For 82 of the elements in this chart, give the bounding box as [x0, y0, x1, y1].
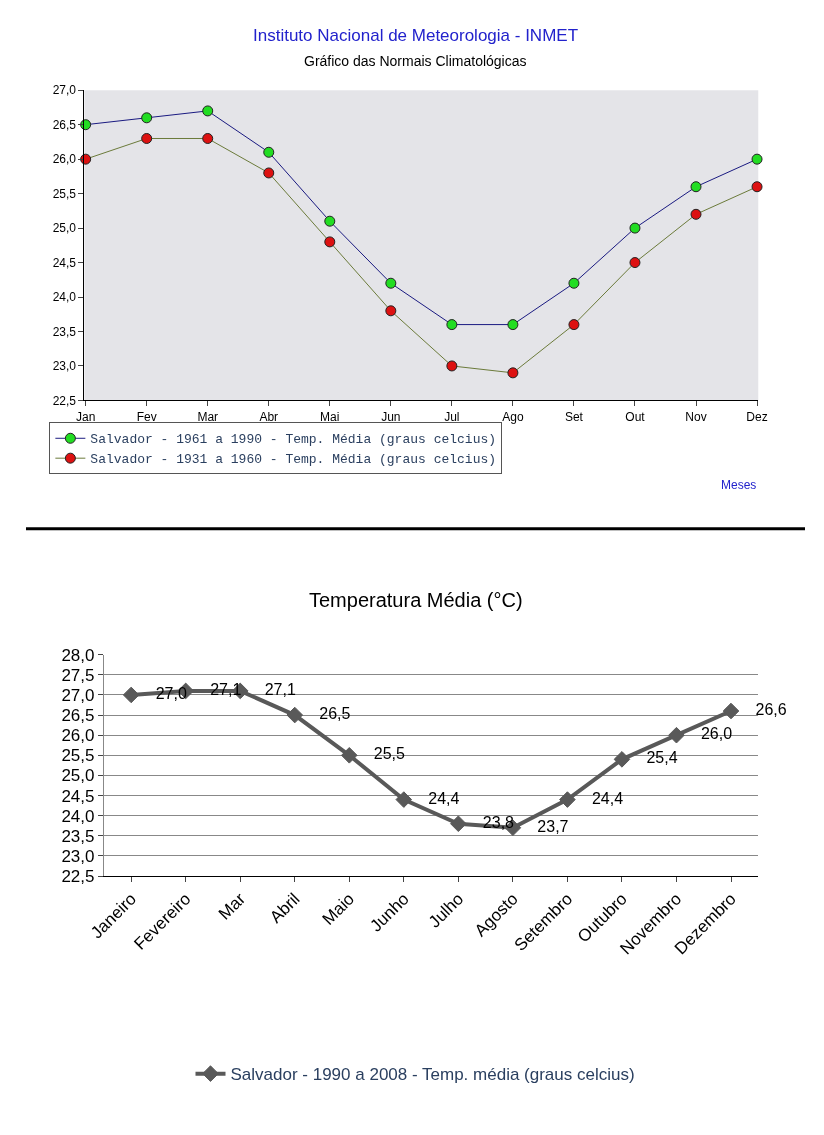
- point: [263, 146, 275, 158]
- point: [668, 726, 685, 744]
- y-tick-label: 24,0: [61, 806, 95, 826]
- data-label: 26,0: [684, 725, 733, 743]
- legend-label: Salvador - 1931 a 1960 - Temp. Média (graus celcius): [90, 452, 497, 468]
- point: [559, 791, 576, 808]
- y-tick-label: 24,0: [52, 290, 77, 305]
- point: [324, 215, 336, 227]
- chart-subtitle: Gráfico das Normais Climatológicas: [304, 53, 527, 69]
- point: [202, 105, 214, 117]
- point: [690, 208, 702, 220]
- point: [722, 702, 740, 720]
- y-tick-label: 24,5: [52, 255, 77, 270]
- point: [446, 319, 458, 331]
- point: [629, 257, 641, 269]
- data-label: 26,6: [739, 701, 787, 719]
- x-tick-label: Mar: [214, 889, 250, 924]
- y-tick-label: 23,0: [61, 846, 95, 866]
- point: [613, 751, 631, 768]
- point: [568, 277, 580, 289]
- x-tick-label: Abr: [259, 409, 279, 424]
- data-label: 25,4: [630, 749, 678, 767]
- x-tick-label: Mar: [197, 409, 219, 424]
- point: [751, 181, 763, 193]
- x-tick-label: Out: [625, 409, 646, 424]
- y-tick-label: 28,0: [61, 645, 95, 665]
- point: [286, 706, 304, 724]
- point: [446, 360, 458, 372]
- y-tick-label: 26,0: [61, 726, 95, 746]
- chart-title: Instituto Nacional de Meteorologia - INMET: [253, 26, 579, 45]
- point: [141, 132, 153, 144]
- point: [202, 132, 214, 144]
- point: [629, 222, 641, 234]
- x-tick-label: Dez: [746, 409, 768, 424]
- x-tick-label: Mai: [320, 409, 340, 424]
- point: [690, 181, 702, 193]
- data-label: 24,4: [575, 789, 624, 807]
- x-tick-label: Jan: [75, 409, 96, 424]
- x-tick-label: Ago: [502, 409, 524, 424]
- y-tick-label: 24,5: [61, 786, 95, 806]
- x-axis-title: Meses: [721, 478, 757, 492]
- data-label: 27,1: [248, 680, 296, 698]
- x-tick-label: Jun: [381, 409, 401, 424]
- y-tick-label: 23,0: [52, 359, 77, 374]
- y-tick-label: 25,5: [52, 186, 77, 201]
- point: [568, 319, 580, 331]
- point: [507, 367, 519, 379]
- x-tick-label: Jul: [444, 409, 460, 424]
- point: [385, 305, 397, 317]
- x-tick-label: Nov: [685, 409, 707, 424]
- data-label: 24,4: [412, 789, 460, 807]
- point: [263, 167, 275, 179]
- data-label: 23,7: [521, 817, 569, 835]
- y-tick-label: 25,0: [61, 766, 95, 786]
- y-tick-label: 22,5: [61, 867, 95, 887]
- y-tick-label: 26,0: [52, 152, 77, 167]
- point: [340, 747, 358, 764]
- y-tick-label: 26,5: [52, 117, 77, 132]
- data-label: 25,5: [357, 745, 406, 763]
- legend-label: Salvador - 1990 a 2008 - Temp. média (graus celcius): [230, 1065, 635, 1085]
- legend-label: Salvador - 1961 a 1990 - Temp. Média (graus celcius): [90, 432, 497, 448]
- y-tick-label: 25,0: [52, 221, 77, 236]
- point: [141, 112, 153, 124]
- data-label: 26,5: [303, 705, 351, 723]
- point: [751, 153, 763, 165]
- x-tick-label: Fev: [136, 409, 157, 424]
- y-tick-label: 23,5: [61, 826, 95, 846]
- point: [395, 791, 413, 808]
- y-tick-label: 27,0: [52, 83, 77, 98]
- y-tick-label: 27,0: [61, 685, 95, 705]
- y-tick-label: 23,5: [52, 324, 77, 339]
- y-tick-label: 25,5: [61, 746, 95, 766]
- point: [450, 815, 467, 833]
- x-tick-label: Set: [564, 409, 584, 424]
- y-tick-label: 22,5: [52, 393, 77, 408]
- point: [122, 686, 140, 704]
- y-tick-label: 26,5: [61, 706, 95, 726]
- point: [507, 319, 519, 331]
- point: [324, 236, 336, 248]
- chart-title: Temperatura Média (°C): [309, 589, 523, 611]
- point: [385, 277, 397, 289]
- y-tick-label: 27,5: [61, 665, 95, 685]
